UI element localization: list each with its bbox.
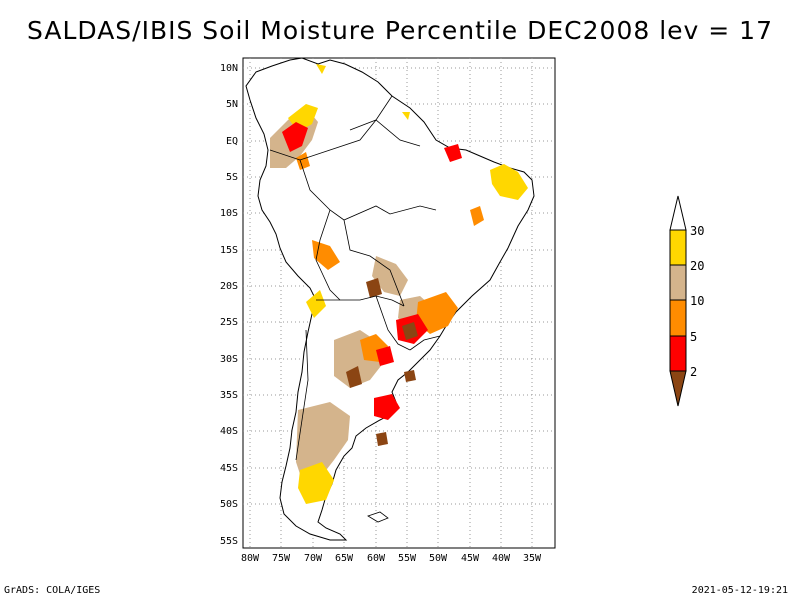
lon-label: 35W: [523, 553, 542, 564]
colorbar-label: 10: [690, 294, 704, 308]
lat-label: 50S: [220, 499, 238, 510]
map-title: SALDAS/IBIS Soil Moisture Percentile DEC…: [27, 16, 773, 45]
falkland-islands: [367, 511, 389, 523]
colorbar-bottom-arrow: [669, 370, 687, 407]
colorbar-swatch-5-10: [669, 299, 687, 337]
brown-regions: [346, 278, 418, 446]
map-frame: [242, 57, 556, 549]
footer-credit: GrADS: COLA/IGES: [4, 585, 101, 596]
country-borders: [269, 95, 441, 461]
colorbar-label: 2: [690, 365, 697, 379]
colorbar: [669, 195, 687, 407]
colorbar-swatch-20-30: [669, 229, 687, 266]
lon-label: 65W: [335, 553, 354, 564]
lon-label: 60W: [367, 553, 386, 564]
lon-label: 40W: [492, 553, 511, 564]
lat-label: 20S: [220, 281, 238, 292]
lat-label: 35S: [220, 390, 238, 401]
footer-timestamp: 2021-05-12-19:21: [691, 585, 788, 596]
lat-label: 25S: [220, 317, 238, 328]
colorbar-swatch-10-20: [669, 264, 687, 301]
lat-label: 5N: [226, 99, 238, 110]
lat-label: 30S: [220, 354, 238, 365]
latitude-labels: 10N 5N EQ 5S 10S 15S 20S 25S 30S 35S 40S…: [220, 63, 238, 547]
lat-label: 10N: [220, 63, 238, 74]
lon-label: 55W: [398, 553, 417, 564]
yellow-regions: [288, 64, 528, 504]
lon-label: 75W: [272, 553, 291, 564]
lat-label: 45S: [220, 463, 238, 474]
lat-label: 10S: [220, 208, 238, 219]
lat-label: 40S: [220, 426, 238, 437]
lon-label: 70W: [304, 553, 323, 564]
lat-label: 15S: [220, 245, 238, 256]
colorbar-top-arrow: [669, 195, 687, 231]
colorbar-label: 30: [690, 224, 704, 238]
lat-label: 55S: [220, 536, 238, 547]
lon-label: 45W: [461, 553, 480, 564]
colorbar-label: 5: [690, 330, 697, 344]
lat-label: 5S: [226, 172, 238, 183]
colorbar-swatch-2-5: [669, 335, 687, 372]
colorbar-label: 20: [690, 259, 704, 273]
lon-label: 50W: [429, 553, 448, 564]
lat-label: EQ: [226, 136, 238, 147]
longitude-labels: 80W 75W 70W 65W 60W 55W 50W 45W 40W 35W: [241, 553, 542, 564]
lon-label: 80W: [241, 553, 260, 564]
